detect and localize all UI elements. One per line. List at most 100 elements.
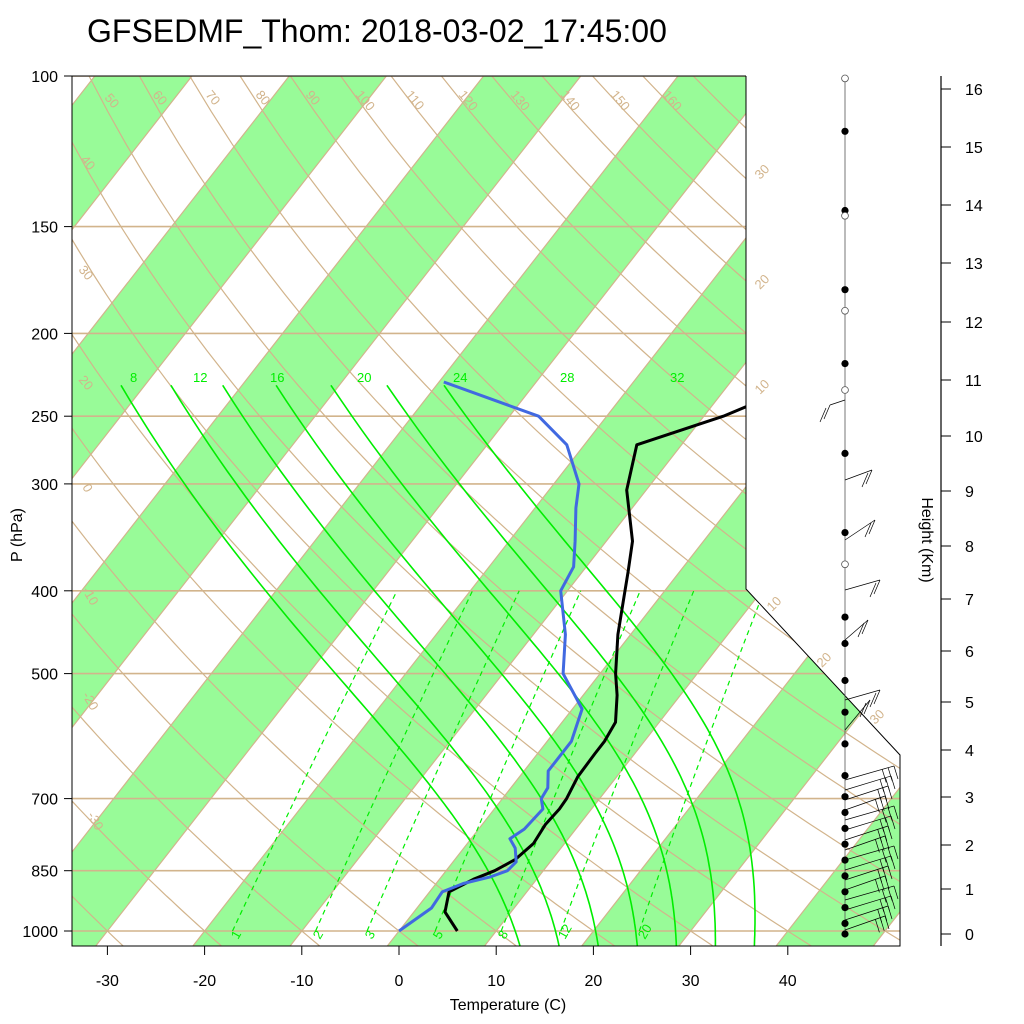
- height-dot: [841, 740, 849, 748]
- height-dot: [841, 772, 849, 780]
- moist-adiabat-28: [386, 384, 717, 946]
- height-tick-label: 14: [965, 198, 983, 215]
- isotherm: [676, 76, 900, 946]
- dry-adiabat: [390, 76, 900, 946]
- x-tick-label: 0: [395, 973, 404, 990]
- wind-barb-feather: [861, 472, 869, 488]
- wind-barb-feather: [887, 807, 893, 821]
- wind-barb-feather: [879, 859, 885, 873]
- wind-barb: [844, 689, 881, 701]
- wind-barb-feather: [875, 799, 880, 813]
- wind-barb-feather: [885, 777, 890, 791]
- isotherm: [72, 76, 290, 946]
- y-tick-label: 250: [31, 409, 58, 426]
- moist-adiabat-label: 28: [560, 370, 574, 385]
- temperature-profile: [443, 383, 799, 932]
- mixing-ratio-line-1: [231, 590, 398, 932]
- wind-barb-feather: [879, 899, 885, 913]
- height-open-dot: [841, 74, 849, 83]
- height-dot: [841, 639, 849, 648]
- dry-adiabat: [289, 76, 900, 946]
- dry-adiabat: [72, 76, 817, 946]
- temperature-band: [72, 76, 776, 946]
- wind-barb-feather: [873, 689, 881, 705]
- wind-barb: [844, 519, 876, 541]
- dry-adiabat: [72, 76, 900, 946]
- wind-barb: [844, 825, 889, 841]
- isotherm: [72, 76, 193, 946]
- mixing-ratio-line-2: [315, 590, 474, 932]
- dry-adiabat: [239, 76, 900, 946]
- wind-barb-feather: [873, 579, 881, 595]
- mixing-ratio-line-20: [638, 590, 765, 932]
- temperature-band: [579, 76, 900, 946]
- dry-adiabat-label: 70: [203, 87, 224, 108]
- x-axis: -30 -20 -10 0 10 20 30 40: [72, 945, 900, 990]
- height-tick-label: 13: [965, 256, 983, 273]
- mixing-ratio-line-5: [434, 590, 582, 932]
- x-tick-label: 30: [682, 973, 700, 990]
- wind-barb-feather: [893, 765, 899, 780]
- dry-adiabat: [72, 76, 226, 946]
- wind-barb-feather: [881, 889, 887, 903]
- wind-barb-feather: [877, 869, 883, 883]
- isobars: [72, 76, 900, 932]
- dry-adiabat-label: 30: [76, 262, 97, 283]
- height-dot: [841, 708, 849, 716]
- wind-barb: [844, 815, 892, 831]
- background-bands: [72, 76, 900, 946]
- height-dot: [841, 793, 849, 801]
- height-dot: [841, 840, 849, 848]
- wind-barbs: [819, 399, 899, 933]
- wind-barb: [844, 855, 892, 871]
- height-tick-label: 15: [965, 140, 983, 157]
- wind-barb: [844, 619, 869, 641]
- wind-barb: [844, 835, 886, 851]
- dry-adiabat-label: 110: [403, 87, 428, 113]
- x-axis-label: Temperature (C): [450, 997, 566, 1014]
- height-tick-label: 4: [965, 743, 974, 760]
- wind-barb-feather: [875, 879, 880, 893]
- x-tick-label: -10: [290, 973, 313, 990]
- wind-barb-feather: [877, 909, 883, 923]
- wind-barb-feather: [875, 919, 880, 933]
- dry-adiabat: [138, 76, 900, 946]
- wind-barb-feather: [868, 519, 876, 535]
- height-markers: [841, 74, 849, 938]
- height-tick-label: 11: [965, 373, 982, 390]
- height-tick-label: 16: [965, 82, 983, 99]
- moist-adiabat-32: [443, 384, 756, 946]
- height-dot: [841, 676, 849, 685]
- isotherm: [72, 76, 679, 946]
- x-tick-label: 20: [585, 973, 603, 990]
- dry-adiabat: [72, 76, 522, 946]
- height-tick-label: 7: [965, 592, 974, 609]
- wind-barb-feather: [881, 769, 887, 783]
- chart-title: GFSEDMF_Thom: 2018-03-02_17:45:00: [87, 13, 667, 49]
- dry-adiabat: [340, 76, 900, 946]
- isotherm: [72, 76, 485, 946]
- isotherm: [384, 76, 900, 946]
- dry-adiabat-label: 150: [608, 87, 633, 113]
- height-dot: [841, 872, 849, 880]
- wind-barb-feather: [881, 849, 887, 863]
- height-dot: [841, 127, 849, 135]
- dry-adiabat: [72, 76, 423, 946]
- height-tick-label: 2: [965, 838, 974, 855]
- wind-barb: [844, 895, 892, 911]
- x-tick-label: 40: [779, 973, 797, 990]
- height-open-dot: [841, 560, 849, 569]
- moist-adiabat-label: 32: [670, 370, 684, 385]
- height-dot: [841, 808, 849, 817]
- y-axis-label: P (hPa): [9, 508, 26, 562]
- wind-barb-feather: [885, 857, 890, 871]
- wind-barb-feather: [877, 789, 883, 803]
- height-tick-label: 12: [965, 315, 983, 332]
- wind-barb-feather: [819, 407, 827, 423]
- height-dot: [841, 360, 849, 368]
- dry-adiabat: [72, 76, 719, 946]
- wind-barb: [844, 905, 889, 921]
- wind-barb-feather: [875, 839, 880, 853]
- dry-adiabat: [189, 76, 900, 946]
